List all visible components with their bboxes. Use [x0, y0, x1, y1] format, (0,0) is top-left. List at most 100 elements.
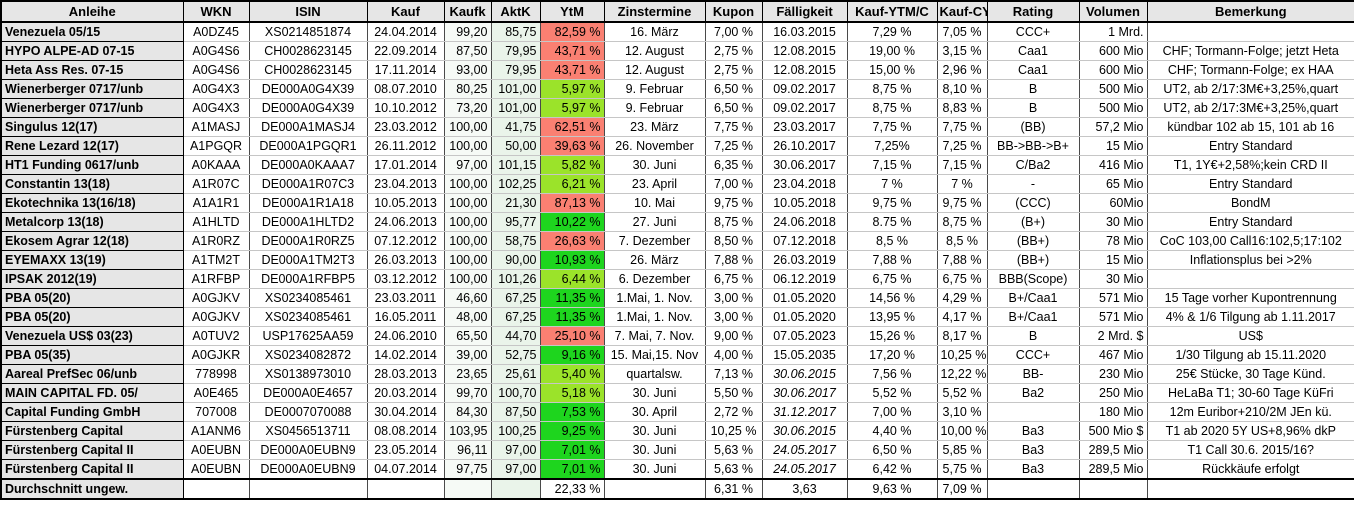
cell-bemerkung[interactable]: HeLaBa T1; 30-60 Tage KüFri	[1146, 383, 1354, 403]
cell-isin[interactable]: XS0234085461	[248, 307, 368, 327]
cell-bemerkung[interactable]: US$	[1146, 326, 1354, 346]
cell-isin[interactable]: DE000A1RFBP5	[248, 269, 368, 289]
cell-faelligkeit[interactable]: 12.08.2015	[761, 60, 848, 80]
cell-ytm[interactable]: 82,59 %	[539, 21, 605, 42]
cell-anleihe[interactable]: Durchschnitt ungew.	[0, 478, 184, 500]
cell-anleihe[interactable]: HYPO ALPE-AD 07-15	[0, 41, 184, 61]
cell-anleihe[interactable]: Wienerberger 0717/unb	[0, 79, 184, 99]
cell-kauf-cy[interactable]: 3,15 %	[936, 41, 988, 61]
cell-aktk[interactable]: 44,70	[490, 326, 541, 346]
cell-kauf-cy[interactable]: 8,10 %	[936, 79, 988, 99]
cell-kauf[interactable]: 22.09.2014	[366, 41, 445, 61]
cell-kauf-ytmc[interactable]: 14,56 %	[846, 288, 938, 308]
cell-kupon[interactable]: 4,00 %	[704, 345, 763, 365]
cell-kupon[interactable]: 7,00 %	[704, 21, 763, 42]
cell-bemerkung[interactable]: 1/30 Tilgung ab 15.11.2020	[1146, 345, 1354, 365]
cell-kauf[interactable]: 17.01.2014	[366, 155, 445, 175]
cell-rating[interactable]: Caa1	[986, 60, 1080, 80]
cell-kauf-ytmc[interactable]: 7,00 %	[846, 402, 938, 422]
cell-aktk[interactable]: 90,00	[490, 250, 541, 270]
cell-rating[interactable]: Ba3	[986, 440, 1080, 460]
cell-kauf-ytmc[interactable]: 8.75 %	[846, 212, 938, 232]
col-header-faelligkeit[interactable]: Fälligkeit	[761, 0, 848, 23]
cell-volumen[interactable]: 289,5 Mio	[1078, 459, 1148, 480]
cell-aktk[interactable]: 85,75	[490, 21, 541, 42]
cell-aktk[interactable]	[490, 478, 541, 500]
cell-kauf-ytmc[interactable]: 17,20 %	[846, 345, 938, 365]
cell-kauf-ytmc[interactable]: 7,88 %	[846, 250, 938, 270]
cell-kauf-ytmc[interactable]: 6,50 %	[846, 440, 938, 460]
cell-kauf[interactable]: 10.10.2012	[366, 98, 445, 118]
cell-aktk[interactable]: 79,95	[490, 60, 541, 80]
cell-bemerkung[interactable]: 25€ Stücke, 30 Tage Künd.	[1146, 364, 1354, 384]
cell-faelligkeit[interactable]: 24.05.2017	[761, 440, 848, 460]
cell-kaufk[interactable]: 48,00	[443, 307, 492, 327]
cell-volumen[interactable]: 60Mio	[1078, 193, 1148, 213]
col-header-kupon[interactable]: Kupon	[704, 0, 763, 23]
cell-kauf[interactable]: 23.03.2011	[366, 288, 445, 308]
cell-zinstermine[interactable]: quartalsw.	[603, 364, 706, 384]
cell-rating[interactable]: -	[986, 174, 1080, 194]
cell-volumen[interactable]: 30 Mio	[1078, 212, 1148, 232]
cell-ytm[interactable]: 11,35 %	[539, 307, 605, 327]
cell-isin[interactable]: XS0214851874	[248, 21, 368, 42]
cell-wkn[interactable]: 707008	[182, 402, 250, 422]
cell-wkn[interactable]: A0EUBN	[182, 459, 250, 480]
cell-kaufk[interactable]: 73,20	[443, 98, 492, 118]
cell-aktk[interactable]: 101,00	[490, 79, 541, 99]
cell-volumen[interactable]: 416 Mio	[1078, 155, 1148, 175]
cell-faelligkeit[interactable]: 23.04.2018	[761, 174, 848, 194]
cell-kauf-cy[interactable]: 7,88 %	[936, 250, 988, 270]
col-header-aktk[interactable]: AktK	[490, 0, 541, 23]
cell-faelligkeit[interactable]: 01.05.2020	[761, 288, 848, 308]
cell-kauf-cy[interactable]: 2,96 %	[936, 60, 988, 80]
cell-kaufk[interactable]: 80,25	[443, 79, 492, 99]
cell-faelligkeit[interactable]: 16.03.2015	[761, 21, 848, 42]
cell-kauf-cy[interactable]: 7,05 %	[936, 21, 988, 42]
cell-volumen[interactable]: 230 Mio	[1078, 364, 1148, 384]
cell-anleihe[interactable]: Fürstenberg Capital II	[0, 459, 184, 480]
cell-kaufk[interactable]: 99,20	[443, 21, 492, 42]
cell-kauf[interactable]: 26.11.2012	[366, 136, 445, 156]
cell-kupon[interactable]: 7,25 %	[704, 136, 763, 156]
cell-anleihe[interactable]: Metalcorp 13(18)	[0, 212, 184, 232]
cell-kauf-cy[interactable]: 5,85 %	[936, 440, 988, 460]
cell-rating[interactable]: Ba3	[986, 421, 1080, 441]
cell-kupon[interactable]: 5,50 %	[704, 383, 763, 403]
cell-ytm[interactable]: 43,71 %	[539, 60, 605, 80]
cell-wkn[interactable]	[182, 478, 250, 500]
cell-bemerkung[interactable]	[1146, 21, 1354, 42]
cell-rating[interactable]: CCC+	[986, 345, 1080, 365]
cell-rating[interactable]: C/Ba2	[986, 155, 1080, 175]
cell-isin[interactable]: USP17625AA59	[248, 326, 368, 346]
col-header-anleihe[interactable]: Anleihe	[0, 0, 184, 23]
cell-faelligkeit[interactable]: 31.12.2017	[761, 402, 848, 422]
cell-faelligkeit[interactable]: 30.06.2015	[761, 364, 848, 384]
cell-isin[interactable]: DE000A0E4657	[248, 383, 368, 403]
cell-isin[interactable]: DE000A0KAAA7	[248, 155, 368, 175]
cell-wkn[interactable]: A0G4X3	[182, 98, 250, 118]
cell-zinstermine[interactable]: 27. Juni	[603, 212, 706, 232]
cell-ytm[interactable]: 6,44 %	[539, 269, 605, 289]
cell-bemerkung[interactable]	[1146, 478, 1354, 500]
cell-kauf-ytmc[interactable]: 13,95 %	[846, 307, 938, 327]
col-header-rating[interactable]: Rating	[986, 0, 1080, 23]
cell-rating[interactable]: BB->BB->B+	[986, 136, 1080, 156]
cell-ytm[interactable]: 7,53 %	[539, 402, 605, 422]
cell-kupon[interactable]: 5,63 %	[704, 440, 763, 460]
cell-faelligkeit[interactable]: 24.06.2018	[761, 212, 848, 232]
cell-aktk[interactable]: 58,75	[490, 231, 541, 251]
col-header-kaufk[interactable]: Kaufk	[443, 0, 492, 23]
cell-wkn[interactable]: A0TUV2	[182, 326, 250, 346]
cell-aktk[interactable]: 52,75	[490, 345, 541, 365]
cell-kauf[interactable]: 24.04.2014	[366, 21, 445, 42]
col-header-ytm[interactable]: YtM	[539, 0, 605, 23]
cell-kaufk[interactable]: 23,65	[443, 364, 492, 384]
col-header-wkn[interactable]: WKN	[182, 0, 250, 23]
cell-bemerkung[interactable]: 15 Tage vorher Kupontrennung	[1146, 288, 1354, 308]
cell-kupon[interactable]: 3,00 %	[704, 307, 763, 327]
cell-kauf[interactable]: 04.07.2014	[366, 459, 445, 480]
cell-anleihe[interactable]: Wienerberger 0717/unb	[0, 98, 184, 118]
cell-kupon[interactable]: 2,72 %	[704, 402, 763, 422]
cell-wkn[interactable]: A1ANM6	[182, 421, 250, 441]
